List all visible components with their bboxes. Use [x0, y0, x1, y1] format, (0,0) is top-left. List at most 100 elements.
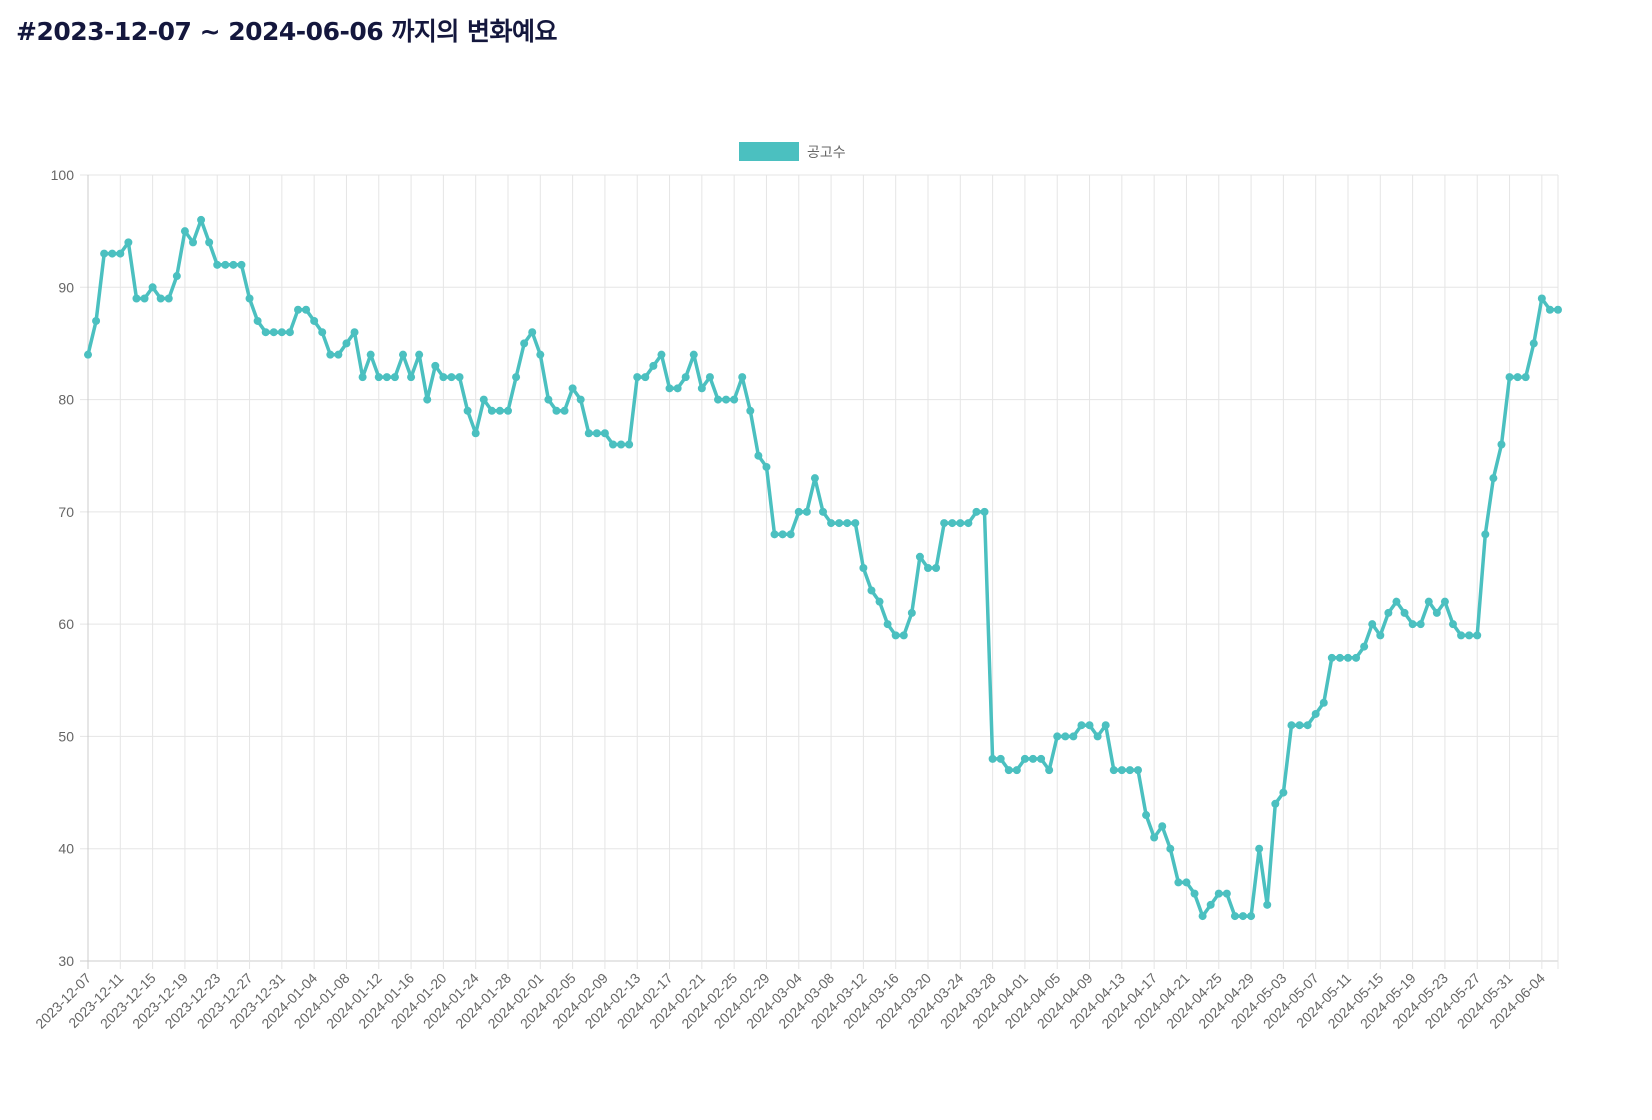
data-point[interactable] [1327, 653, 1336, 662]
data-point[interactable] [415, 350, 424, 359]
data-point[interactable] [407, 373, 416, 382]
data-point[interactable] [1085, 721, 1094, 730]
data-point[interactable] [1457, 631, 1466, 640]
data-point[interactable] [754, 451, 763, 460]
data-point[interactable] [1287, 721, 1296, 730]
data-point[interactable] [641, 373, 650, 382]
data-point[interactable] [358, 373, 367, 382]
data-point[interactable] [439, 373, 448, 382]
data-point[interactable] [560, 406, 569, 415]
data-point[interactable] [285, 328, 294, 337]
data-point[interactable] [261, 328, 270, 337]
data-point[interactable] [1505, 373, 1514, 382]
data-point[interactable] [1206, 900, 1215, 909]
data-point[interactable] [310, 316, 319, 325]
data-point[interactable] [132, 294, 141, 303]
data-point[interactable] [867, 586, 876, 595]
data-point[interactable] [1368, 620, 1377, 629]
data-point[interactable] [463, 406, 472, 415]
data-point[interactable] [1449, 620, 1457, 629]
data-point[interactable] [544, 395, 553, 404]
data-point[interactable] [1198, 912, 1207, 921]
data-point[interactable] [423, 395, 432, 404]
data-point[interactable] [956, 519, 965, 528]
data-point[interactable] [1432, 608, 1441, 617]
data-point[interactable] [609, 440, 617, 449]
data-point[interactable] [924, 564, 932, 572]
data-point[interactable] [1489, 474, 1498, 483]
data-point[interactable] [277, 328, 286, 337]
data-point[interactable] [907, 608, 916, 617]
data-point[interactable] [762, 462, 771, 471]
data-point[interactable] [576, 395, 585, 404]
data-point[interactable] [673, 384, 682, 393]
data-point[interactable] [972, 507, 981, 516]
data-point[interactable] [1497, 440, 1506, 449]
data-point[interactable] [100, 249, 109, 258]
data-point[interactable] [479, 395, 488, 404]
data-point[interactable] [1335, 653, 1344, 662]
data-point[interactable] [1101, 721, 1110, 730]
data-point[interactable] [988, 754, 997, 763]
data-point[interactable] [883, 620, 892, 629]
data-point[interactable] [1376, 631, 1385, 640]
data-point[interactable] [1190, 889, 1199, 898]
data-point[interactable] [520, 339, 529, 348]
data-point[interactable] [1384, 608, 1393, 617]
data-point[interactable] [592, 429, 601, 438]
data-point[interactable] [1069, 732, 1078, 741]
data-point[interactable] [294, 305, 302, 314]
data-point[interactable] [221, 260, 230, 269]
data-point[interactable] [851, 519, 860, 528]
data-point[interactable] [253, 316, 262, 325]
data-point[interactable] [1311, 709, 1320, 718]
data-point[interactable] [1239, 912, 1247, 921]
data-point[interactable] [1061, 732, 1070, 741]
data-point[interactable] [996, 754, 1005, 763]
data-point[interactable] [705, 373, 714, 382]
data-point[interactable] [108, 249, 117, 258]
data-point[interactable] [778, 530, 787, 539]
data-point[interactable] [1222, 889, 1231, 898]
data-point[interactable] [1214, 889, 1223, 898]
data-point[interactable] [1521, 373, 1530, 382]
data-point[interactable] [1279, 788, 1288, 797]
data-point[interactable] [633, 373, 642, 382]
data-point[interactable] [1109, 766, 1118, 775]
data-point[interactable] [148, 283, 157, 292]
data-point[interactable] [1360, 642, 1369, 651]
data-point[interactable] [172, 272, 181, 281]
data-point[interactable] [1554, 305, 1562, 314]
data-point[interactable] [689, 350, 698, 359]
data-point[interactable] [1408, 620, 1417, 629]
data-point[interactable] [1440, 597, 1449, 606]
data-point[interactable] [1045, 766, 1054, 775]
data-point[interactable] [649, 361, 658, 370]
data-point[interactable] [1125, 766, 1134, 775]
data-point[interactable] [1158, 822, 1167, 831]
data-point[interactable] [431, 361, 440, 370]
data-point[interactable] [964, 519, 973, 528]
data-point[interactable] [1263, 900, 1272, 909]
data-point[interactable] [1142, 811, 1151, 820]
data-point[interactable] [495, 406, 504, 415]
data-point[interactable] [455, 373, 464, 382]
data-point[interactable] [237, 260, 246, 269]
data-point[interactable] [940, 519, 949, 528]
data-point[interactable] [746, 406, 755, 415]
data-point[interactable] [568, 384, 577, 393]
data-point[interactable] [835, 519, 844, 528]
data-point[interactable] [827, 519, 836, 528]
data-point[interactable] [536, 350, 545, 359]
data-point[interactable] [1247, 912, 1256, 921]
data-point[interactable] [1150, 833, 1159, 842]
data-point[interactable] [512, 373, 521, 382]
data-point[interactable] [915, 552, 924, 561]
data-point[interactable] [1295, 721, 1304, 730]
data-point[interactable] [1077, 721, 1086, 730]
data-point[interactable] [342, 339, 351, 348]
data-point[interactable] [617, 440, 626, 449]
data-point[interactable] [1400, 608, 1409, 617]
data-point[interactable] [859, 564, 868, 572]
data-point[interactable] [1166, 844, 1175, 853]
